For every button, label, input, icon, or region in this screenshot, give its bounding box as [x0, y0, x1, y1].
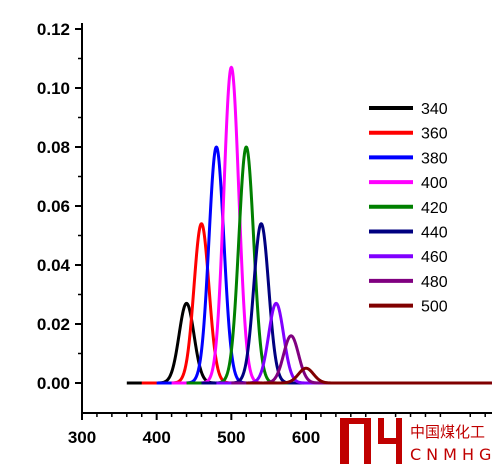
y-tick-label: 0.04 — [37, 256, 71, 275]
legend: 340 360 380 400 420 440 460 480 500 — [369, 101, 448, 316]
watermark-chinese: 中国煤化工 — [410, 423, 485, 441]
legend-label-460: 460 — [421, 249, 448, 266]
legend-label-480: 480 — [421, 274, 448, 291]
series-curves — [125, 65, 492, 385]
x-tick-label: 300 — [68, 428, 96, 447]
y-tick-label: 0.02 — [37, 315, 70, 334]
cnmhg-logo — [340, 418, 402, 464]
legend-label-400: 400 — [421, 175, 448, 192]
y-tick-label: 0.06 — [37, 197, 70, 216]
axes: 0.00 0.02 0.04 0.06 0.08 0.10 0.12 300 400 500 600 — [37, 20, 492, 447]
y-tick-label: 0.12 — [37, 20, 70, 39]
x-tick-label: 500 — [217, 428, 245, 447]
x-tick-label: 400 — [142, 428, 170, 447]
legend-label-440: 440 — [421, 225, 448, 242]
series-line-480 — [230, 334, 492, 385]
legend-label-380: 380 — [421, 150, 448, 167]
legend-label-420: 420 — [421, 200, 448, 217]
y-tick-label: 0.10 — [37, 79, 70, 98]
x-tick-label: 600 — [292, 428, 320, 447]
watermark-latin: CNMHG — [410, 445, 492, 464]
watermark: 中国煤化工 CNMHG — [340, 418, 492, 464]
y-tick-label: 0.00 — [37, 374, 70, 393]
legend-label-500: 500 — [421, 299, 448, 316]
y-tick-label: 0.08 — [37, 138, 70, 157]
legend-label-340: 340 — [421, 101, 448, 118]
series-line-500 — [245, 366, 492, 385]
legend-label-360: 360 — [421, 126, 448, 143]
